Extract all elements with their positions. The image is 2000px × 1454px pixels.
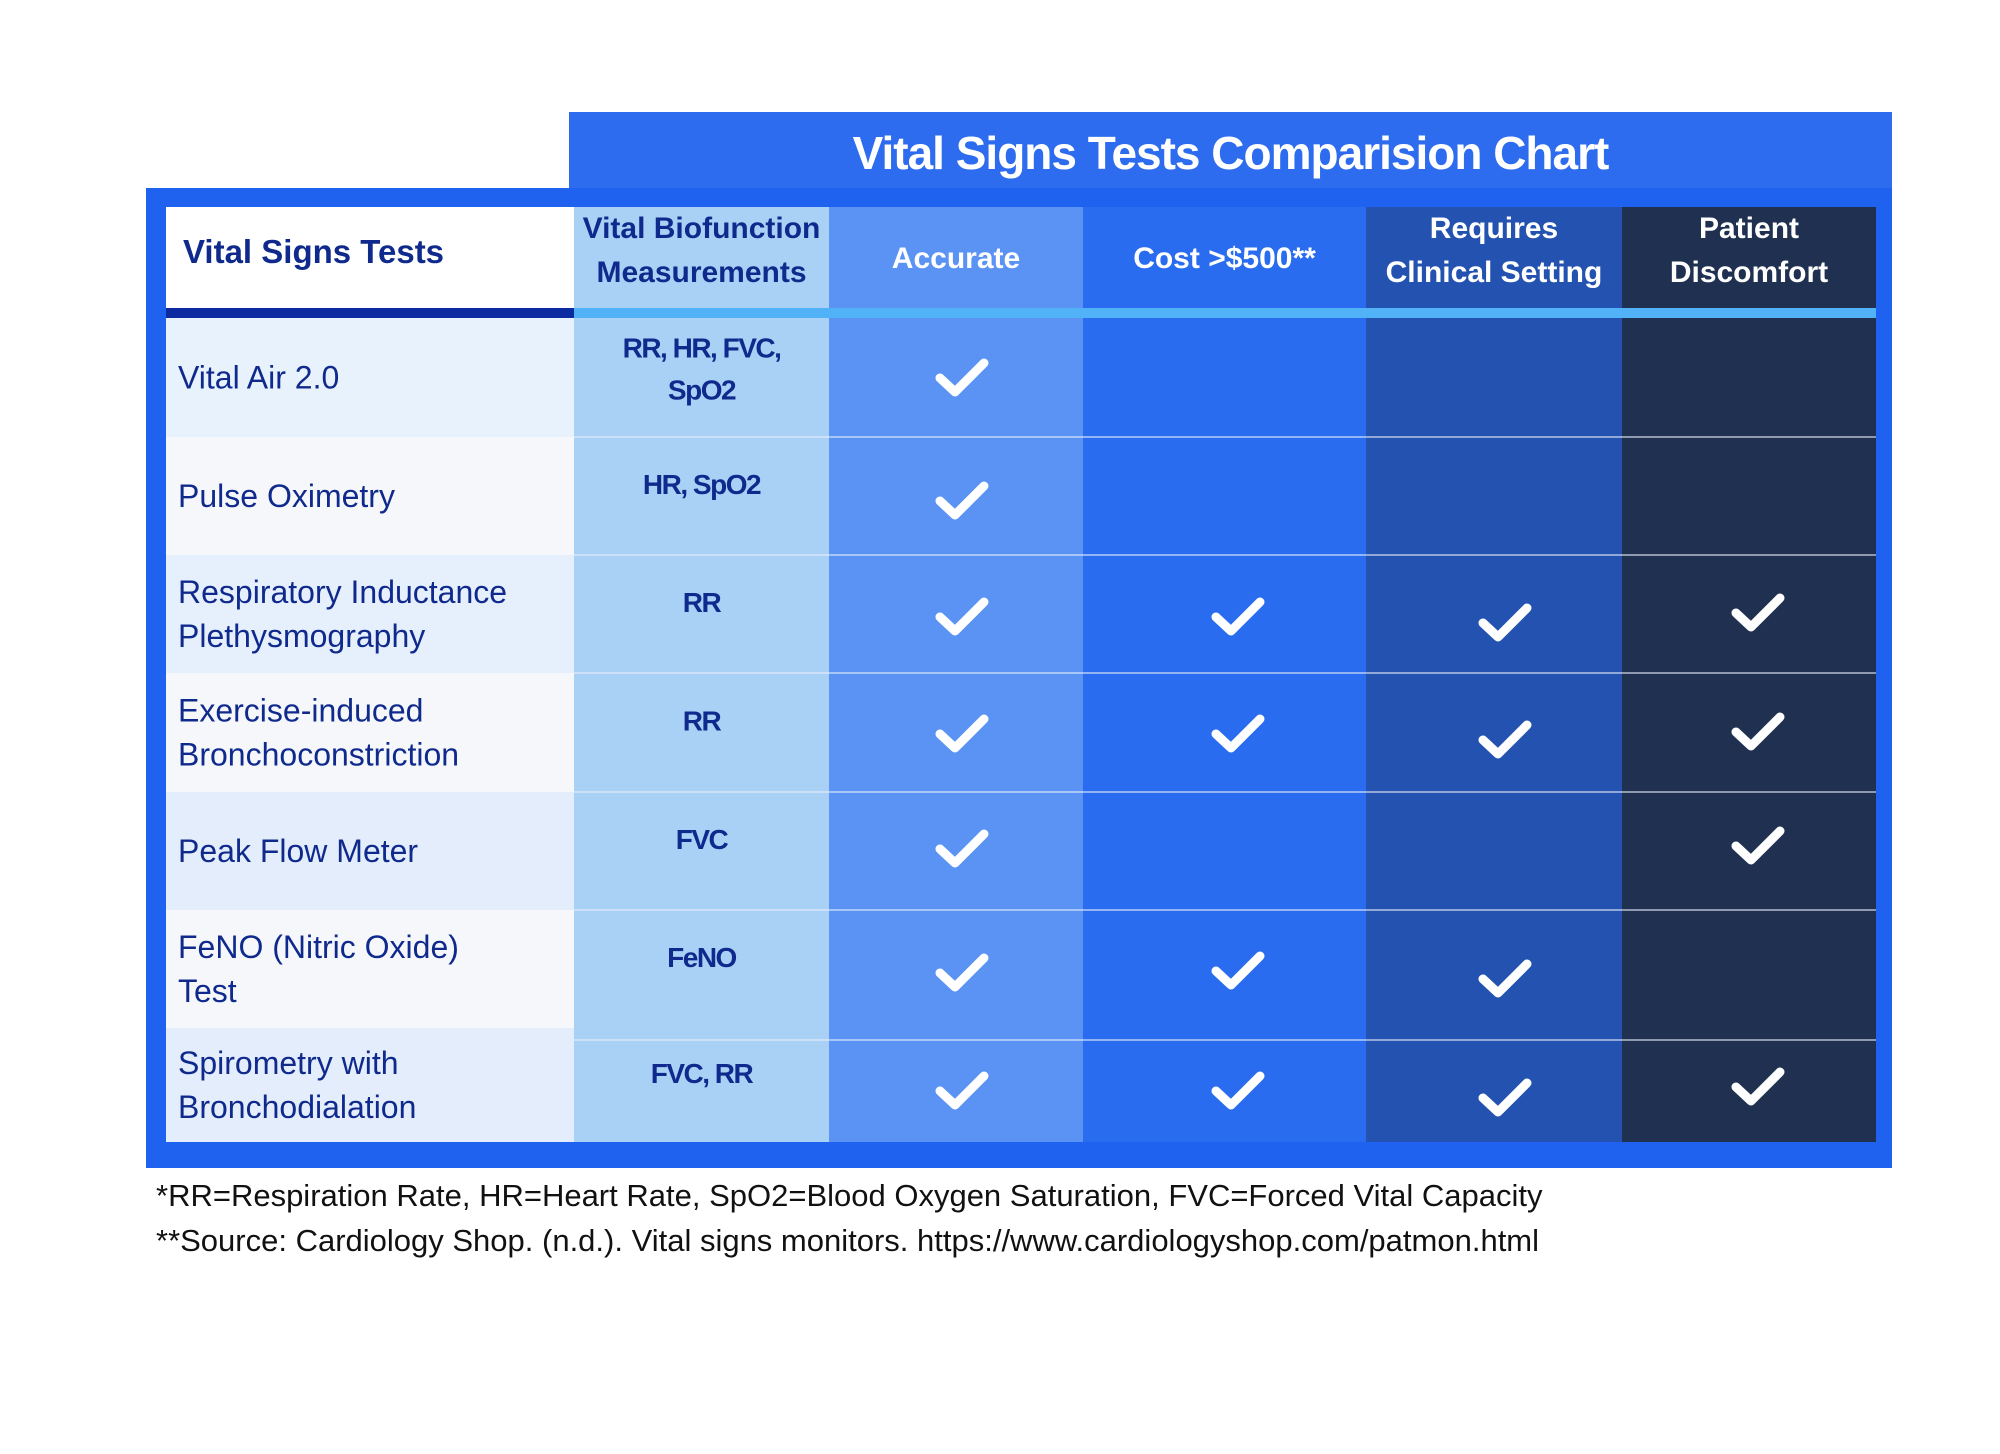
row-label-4: Exercise-induced Bronchoconstriction: [178, 693, 459, 773]
column-body-discomfort: [1622, 318, 1876, 1142]
row-band-4: [166, 673, 574, 792]
column-body-cost: [1083, 318, 1366, 1142]
row-label-6: FeNO (Nitric Oxide) Test: [178, 929, 459, 1009]
row-label-5: Peak Flow Meter: [178, 833, 418, 869]
header-cell-accurate: [829, 207, 1083, 308]
measurement-label-3: RR: [683, 587, 722, 618]
row-band-5: [166, 792, 574, 910]
measurement-label-4: RR: [683, 706, 722, 737]
measurement-label-7: FVC, RR: [651, 1058, 754, 1089]
header-cell-cost: [1083, 207, 1366, 308]
row-band-2: [166, 437, 574, 555]
check-mark-r6-cost: [1211, 951, 1265, 990]
check-mark-r4-discomfort: [1731, 712, 1785, 751]
check-mark-r6-accurate: [935, 953, 989, 992]
header-cell-discomfort: [1622, 207, 1876, 308]
column-header-cost: Cost >$500**: [1133, 242, 1316, 275]
check-mark-r1-accurate: [935, 358, 989, 397]
row-band-3: [166, 555, 574, 673]
row-band-7: [166, 1028, 574, 1142]
row-band-6: [166, 910, 574, 1028]
column-body-accurate: [829, 318, 1083, 1142]
check-mark-r6-clinical: [1478, 959, 1532, 998]
chart-title: Vital Signs Tests Comparision Chart: [852, 127, 1610, 179]
row-label-7: Spirometry with Bronchodialation: [178, 1045, 416, 1125]
check-mark-r4-cost: [1211, 714, 1265, 753]
footnote-abbreviations: *RR=Respiration Rate, HR=Heart Rate, SpO…: [156, 1178, 1543, 1213]
column-header-accurate: Accurate: [892, 242, 1020, 275]
row-label-1: Vital Air 2.0: [178, 360, 339, 396]
column-header-discomfort: Patient Discomfort: [1670, 212, 1828, 289]
column-header-tests: Vital Signs Tests: [183, 233, 444, 270]
header-underline-left: [166, 308, 574, 318]
title-bar: [569, 112, 1892, 194]
check-mark-r7-accurate: [935, 1071, 989, 1110]
row-label-2: Pulse Oximetry: [178, 478, 395, 514]
check-mark-r3-accurate: [935, 597, 989, 636]
check-mark-r4-clinical: [1478, 720, 1532, 759]
check-mark-r3-cost: [1211, 597, 1265, 636]
column-header-clinical: Requires Clinical Setting: [1386, 212, 1603, 289]
header-cell-tests: [166, 207, 574, 308]
measurement-label-1: RR, HR, FVC, SpO2: [623, 333, 781, 406]
header-cell-clinical: [1366, 207, 1622, 308]
check-mark-r2-accurate: [935, 481, 989, 520]
header-cell-measurements: [574, 207, 829, 308]
check-mark-r7-clinical: [1478, 1078, 1532, 1117]
row-label-3: Respiratory Inductance Plethysmography: [178, 574, 507, 654]
measurement-label-6: FeNO: [667, 942, 736, 973]
check-mark-r5-accurate: [935, 829, 989, 868]
check-mark-r5-discomfort: [1731, 826, 1785, 865]
header-underline-right: [574, 308, 1876, 318]
column-body-measurements: [574, 318, 829, 1142]
column-body-clinical: [1366, 318, 1622, 1142]
measurement-label-5: FVC: [676, 824, 729, 855]
check-mark-r4-accurate: [935, 714, 989, 753]
column-header-measurements: Vital Biofunction Measurements: [583, 212, 821, 289]
check-mark-r3-clinical: [1478, 603, 1532, 642]
check-mark-r7-cost: [1211, 1071, 1265, 1110]
footnote-source: **Source: Cardiology Shop. (n.d.). Vital…: [156, 1223, 1540, 1258]
check-mark-r3-discomfort: [1731, 593, 1785, 632]
row-band-1: [166, 318, 574, 437]
measurement-label-2: HR, SpO2: [643, 469, 761, 500]
check-mark-r7-discomfort: [1731, 1067, 1785, 1106]
